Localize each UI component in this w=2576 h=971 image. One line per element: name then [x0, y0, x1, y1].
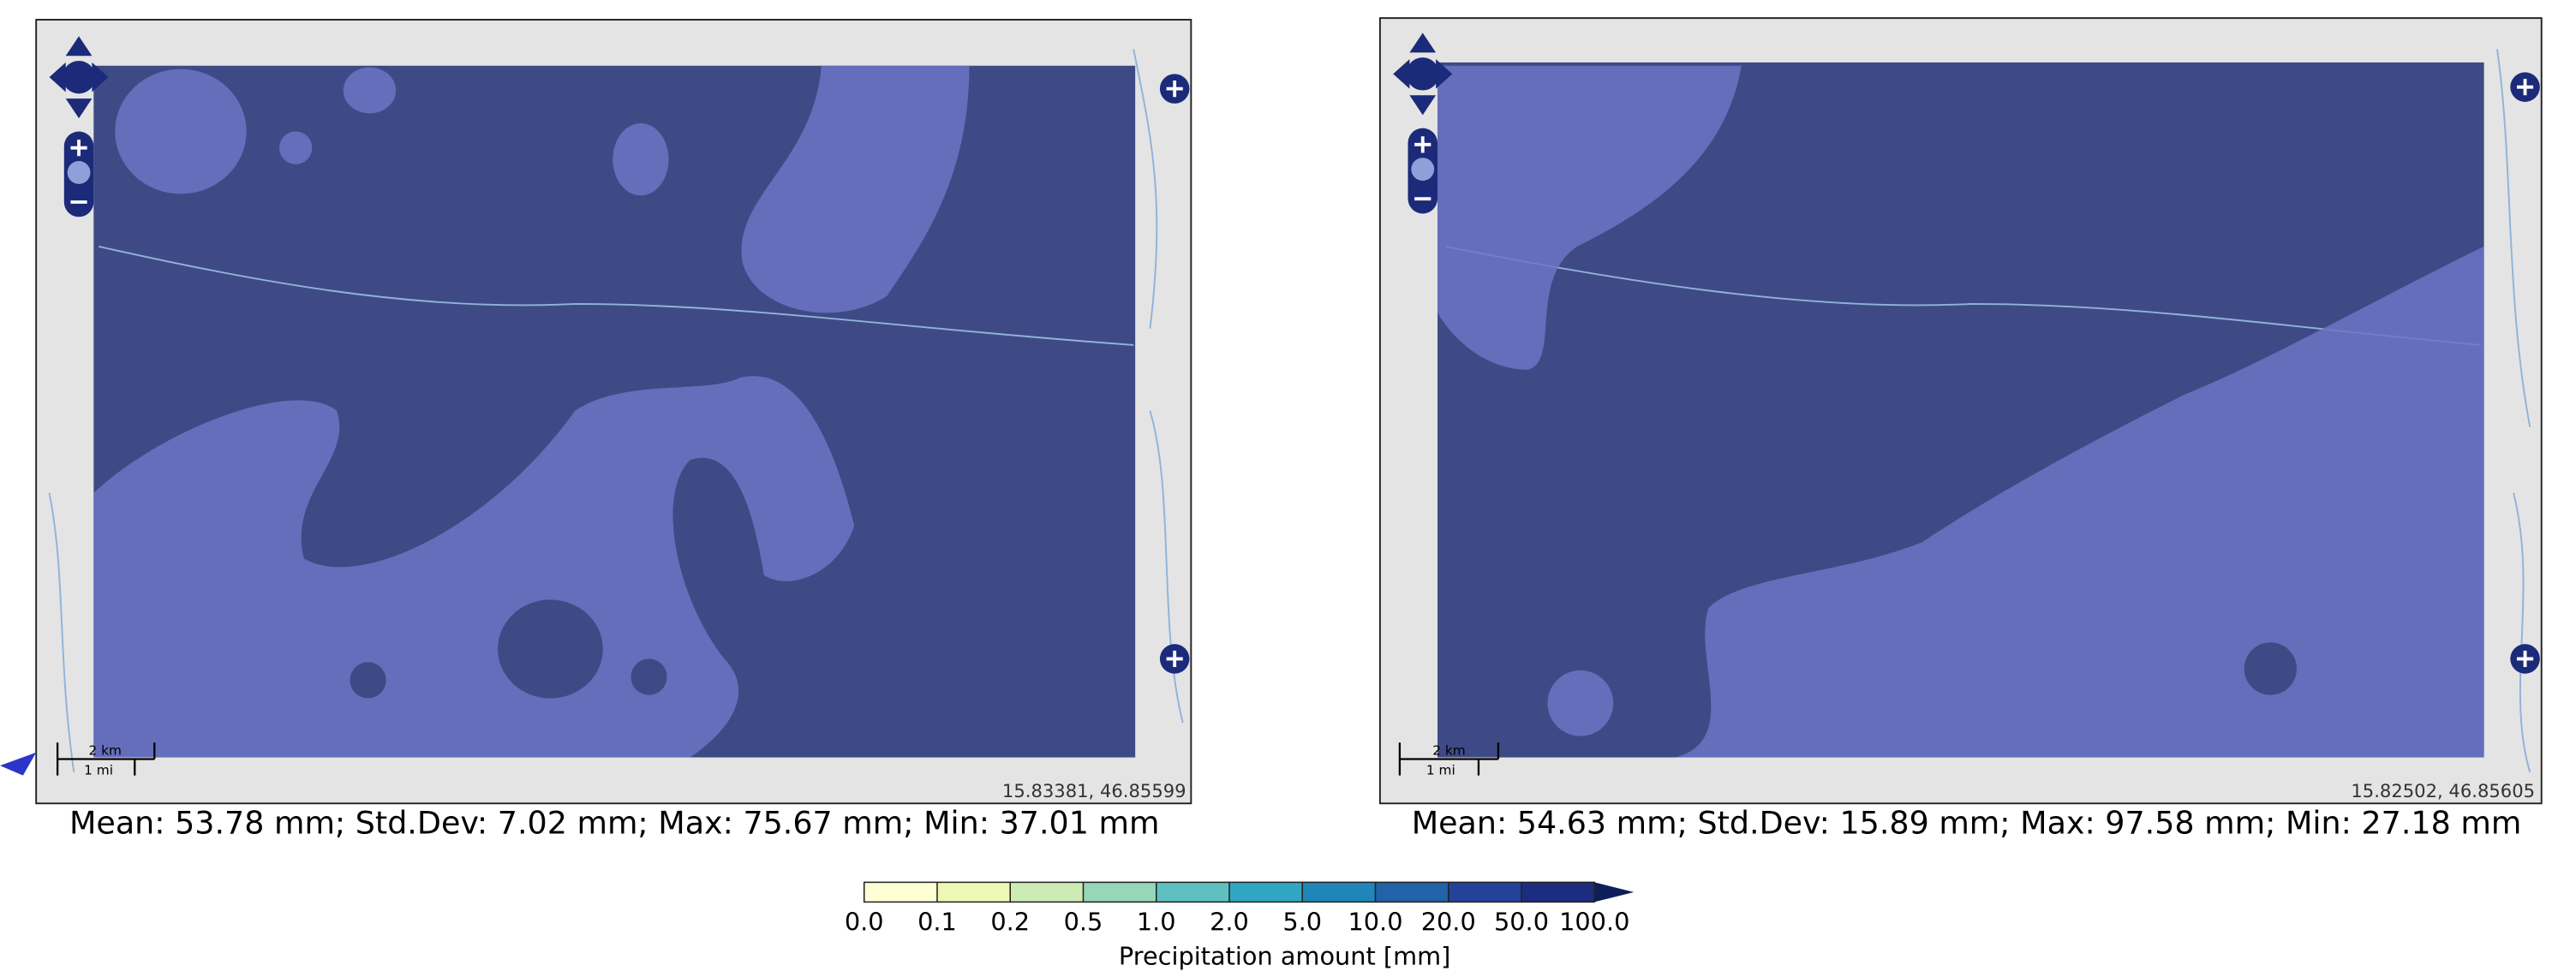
scale-mi: 1 mi: [1426, 762, 1455, 777]
colorbar-tick-label: 0.1: [917, 907, 957, 936]
colorbar-segment: [1229, 882, 1302, 902]
colorbar-segment: [1302, 882, 1375, 902]
map-caption: Mean: 54.63 mm; Std.Dev: 15.89 mm; Max: …: [1412, 805, 2522, 842]
colorbar-segment: [1521, 882, 1594, 902]
colorbar-segment: [1157, 882, 1229, 902]
colorbar-segment: [1449, 882, 1521, 902]
colorbar-segment: [864, 882, 937, 902]
screen: 2 km 1 mi 15.83381, 46.85599 Mean: 53.78…: [0, 0, 2576, 971]
colorbar-tick-label: 5.0: [1282, 907, 1322, 936]
map-right: [1380, 18, 2542, 803]
scale-km: 2 km: [89, 742, 122, 758]
scale-mi: 1 mi: [84, 762, 113, 777]
colorbar-tick-label: 2.0: [1210, 907, 1249, 936]
colorbar-segment: [1375, 882, 1448, 902]
colorbar-segment: [1010, 882, 1083, 902]
colorbar-tick-label: 0.2: [990, 907, 1030, 936]
colorbar-label: Precipitation amount [mm]: [1119, 942, 1450, 971]
colorbar-tick-label: 20.0: [1421, 907, 1476, 936]
map-caption: Mean: 53.78 mm; Std.Dev: 7.02 mm; Max: 7…: [69, 805, 1159, 842]
colorbar-tick-label: 1.0: [1137, 907, 1176, 936]
coordinates: 15.82502, 46.85605: [2351, 780, 2535, 801]
scale-km: 2 km: [1432, 742, 1465, 758]
colorbar-tick-label: 50.0: [1494, 907, 1549, 936]
colorbar-segment: [1083, 882, 1156, 902]
colorbar-extend: [1594, 882, 1634, 902]
colorbar-tick-label: 0.0: [845, 907, 884, 936]
colorbar-tick-label: 0.5: [1064, 907, 1103, 936]
colorbar-segment: [937, 882, 1010, 902]
coordinates: 15.83381, 46.85599: [1002, 780, 1186, 801]
map-left: [0, 20, 1191, 803]
colorbar-tick-label: 100.0: [1559, 907, 1629, 936]
colorbar-tick-label: 10.0: [1348, 907, 1402, 936]
